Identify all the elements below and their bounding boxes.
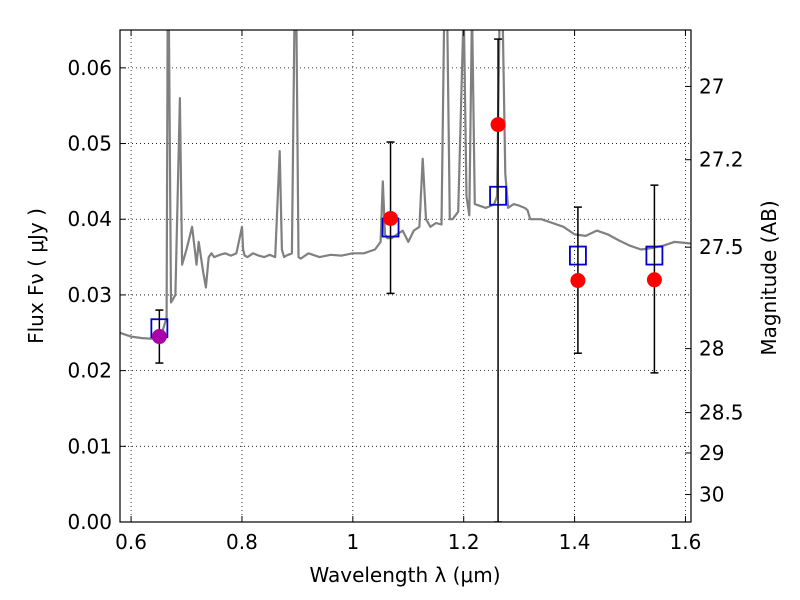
photometry-point [490,117,506,133]
y-axis-label: Flux Fν ( μJy ) [24,208,48,344]
grid-lines [120,30,691,523]
y-tick-label: 0.01 [67,434,112,458]
y-tick-label: 0.02 [67,359,112,383]
y-tick-label: 0.04 [67,207,112,231]
photometry-point [383,210,399,226]
right-axis-label: Magnitude (AB) [757,200,781,355]
axis-ticks: 0.6 0.8 1 1.2 1.4 1.6 0.00 0.01 0.02 0.03 0.04 0.05… [67,30,744,554]
x-tick-label: 0.6 [115,530,147,554]
photometry-point [151,329,167,345]
right-tick-label: 27 [699,74,724,98]
x-axis-label: Wavelength λ (μm) [309,563,500,587]
y-tick-label: 0.06 [67,56,112,80]
y-tick-label: 0.05 [67,132,112,156]
x-tick-label: 1.4 [559,530,591,554]
right-tick-label: 30 [699,483,724,507]
spectrum-line [120,30,691,340]
x-tick-label: 1.2 [448,530,480,554]
right-tick-label: 29 [699,441,724,465]
y-tick-label: 0.00 [67,510,112,534]
x-tick-label: 0.8 [226,530,258,554]
x-tick-label: 1.6 [670,530,702,554]
plot-frame [119,29,692,523]
right-tick-label: 28.5 [699,401,744,425]
right-tick-label: 27.2 [699,148,744,172]
plot-area [120,30,691,522]
photometry-point [646,272,662,288]
right-tick-label: 28 [699,337,724,361]
y-tick-label: 0.03 [67,283,112,307]
photometry-point [570,273,586,289]
right-tick-label: 27.5 [699,235,744,259]
x-tick-label: 1 [346,530,359,554]
